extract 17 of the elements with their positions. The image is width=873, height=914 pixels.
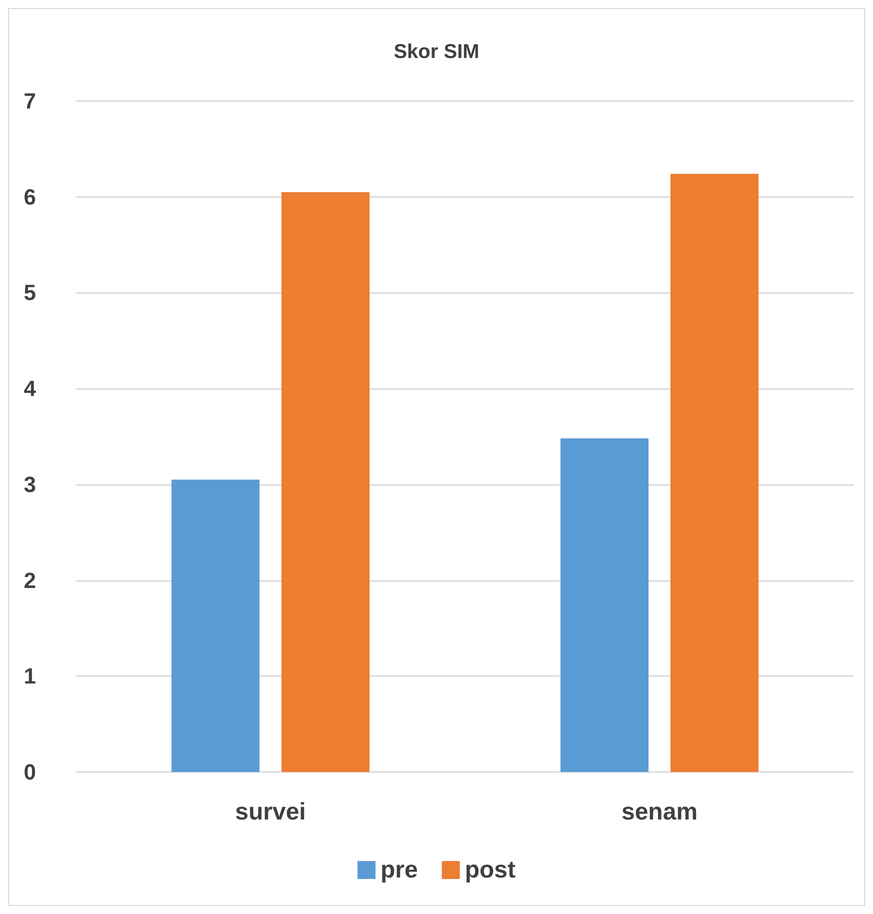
y-tick-label: 0	[24, 760, 36, 784]
legend-label: pre	[380, 856, 418, 884]
y-tick-label: 5	[24, 280, 36, 306]
y-tick-label: 3	[24, 472, 36, 497]
x-tick-label: survei	[235, 798, 306, 826]
bar	[560, 438, 648, 772]
y-tick-label: 7	[24, 88, 36, 114]
legend-label: post	[464, 856, 516, 884]
y-tick-label: 4	[24, 376, 37, 402]
y-tick-label: 6	[24, 184, 36, 210]
bar	[172, 480, 260, 772]
y-tick-label: 1	[24, 664, 36, 689]
bar	[282, 192, 370, 772]
y-tick-label: 2	[24, 568, 36, 593]
bar	[670, 174, 758, 772]
x-tick-label: senam	[621, 798, 698, 826]
chart-title: Skor SIM	[394, 41, 480, 63]
